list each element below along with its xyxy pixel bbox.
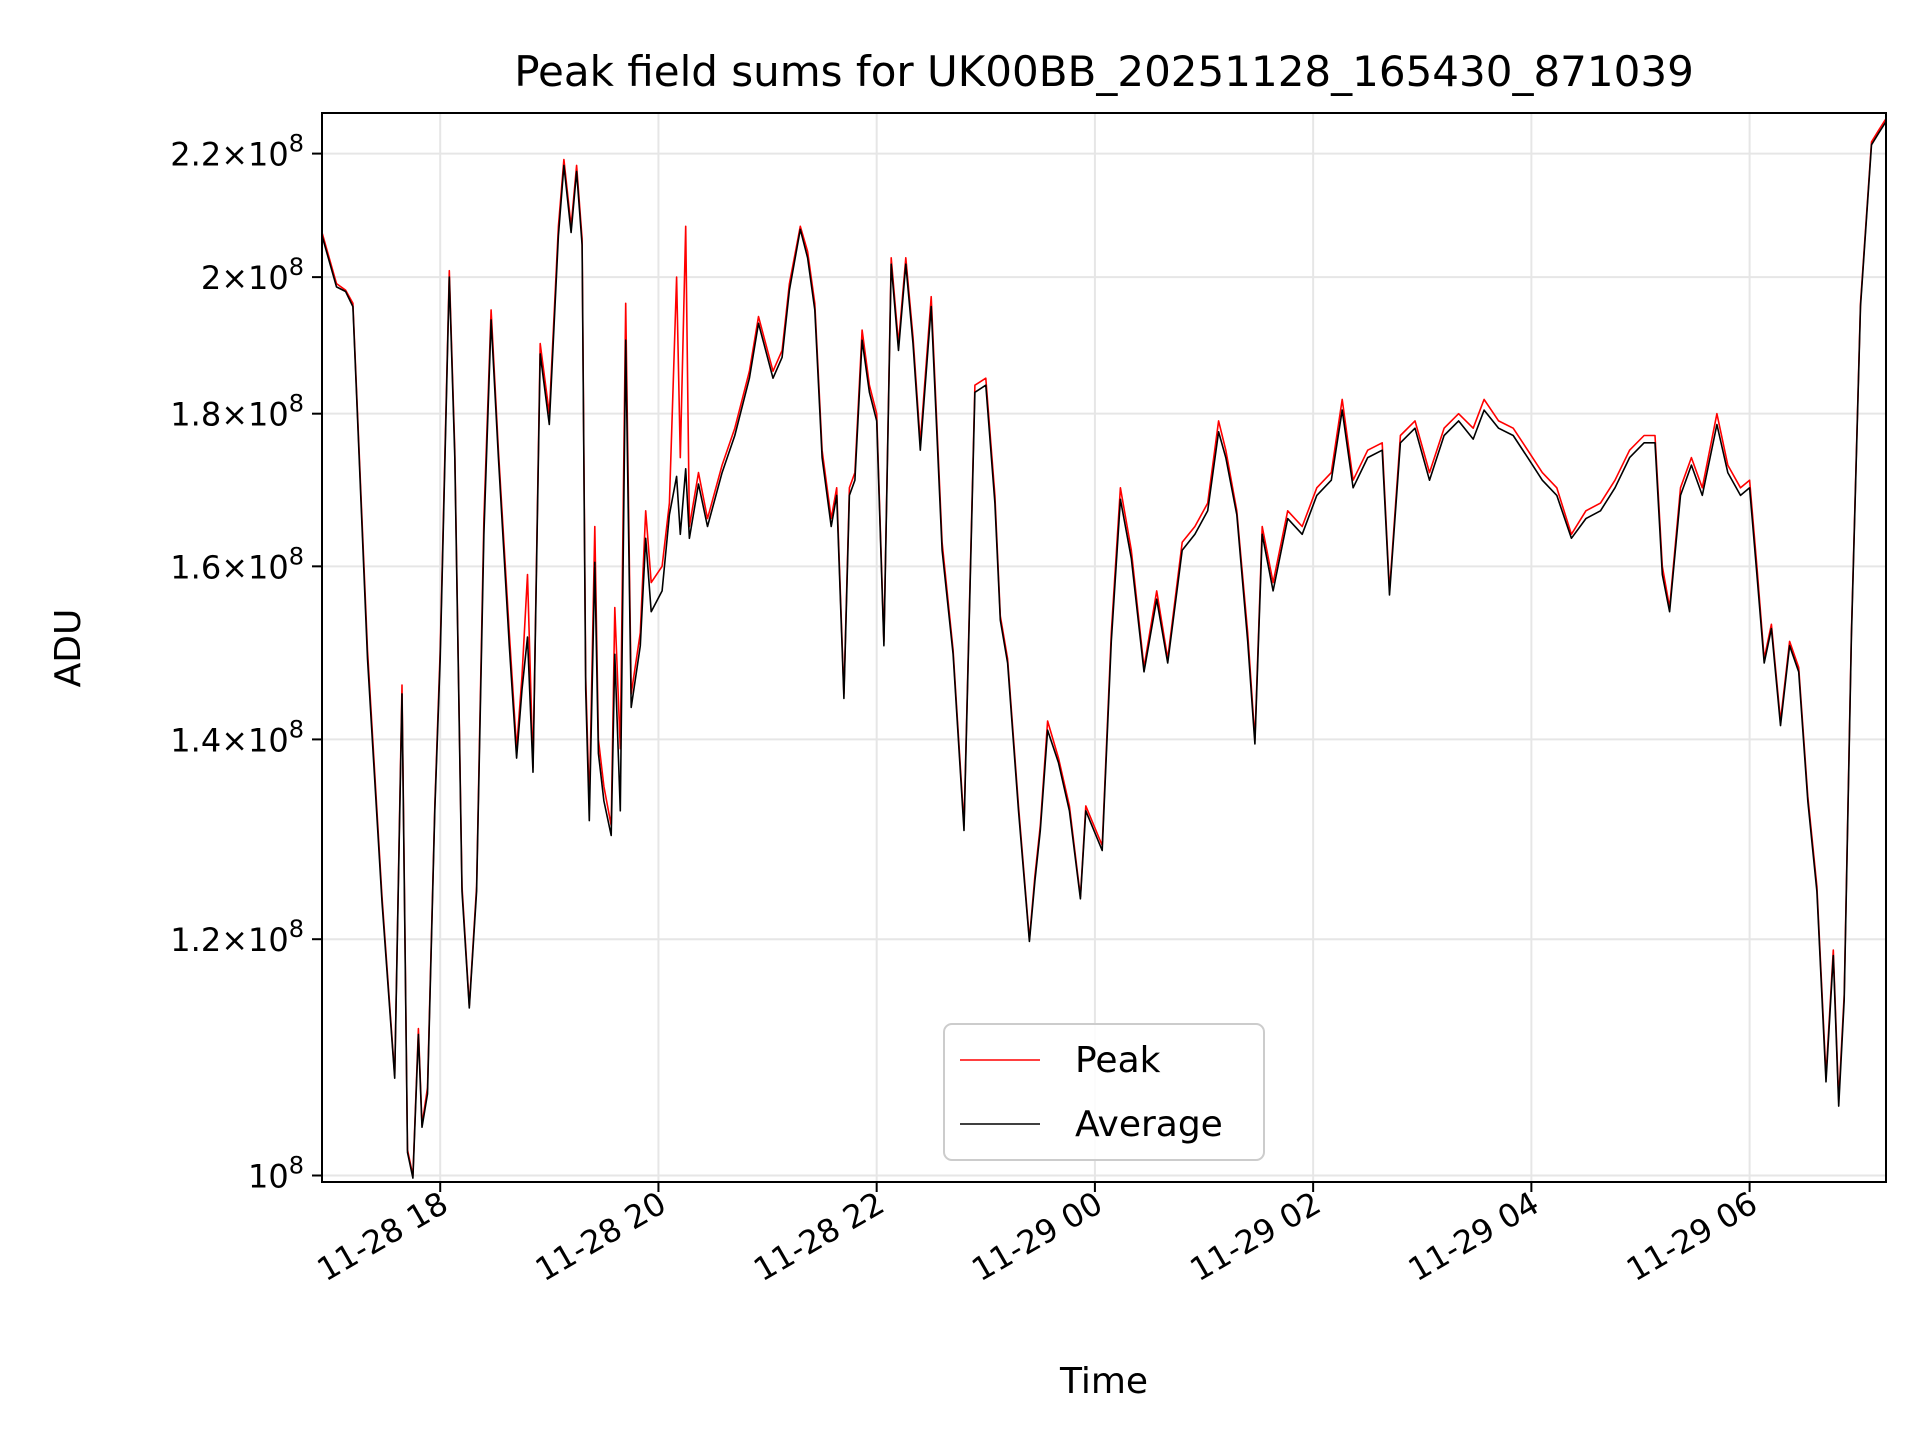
- chart-title: Peak field sums for UK00BB_20251128_1654…: [514, 47, 1694, 96]
- y-tick-label: 1.4×108: [170, 715, 304, 759]
- legend-label-peak: Peak: [1075, 1040, 1161, 1081]
- y-axis: 108 1.2×108 1.4×108 1.6×108 1.8×108 2×108 2.2×…: [170, 130, 322, 1196]
- plot-area-frame: [321, 112, 1887, 1183]
- series-line-average: [321, 121, 1887, 1179]
- y-tick-label: 1.2×108: [170, 915, 304, 959]
- x-axis-label: Time: [1059, 1361, 1148, 1402]
- legend-box: [943, 1023, 1265, 1161]
- legend-label-average: Average: [1075, 1104, 1223, 1145]
- y-tick-label: 108: [248, 1152, 304, 1196]
- grid: [322, 113, 1886, 1182]
- y-tick-label: 1.6×108: [170, 542, 304, 586]
- y-tick-label: 2.2×108: [170, 130, 304, 174]
- y-tick-label: 1.8×108: [170, 390, 304, 434]
- legend: Peak Average: [943, 1023, 1265, 1161]
- y-tick-label: 2×108: [201, 253, 304, 297]
- series-lines: [321, 118, 1887, 1179]
- y-axis-label: ADU: [48, 609, 89, 688]
